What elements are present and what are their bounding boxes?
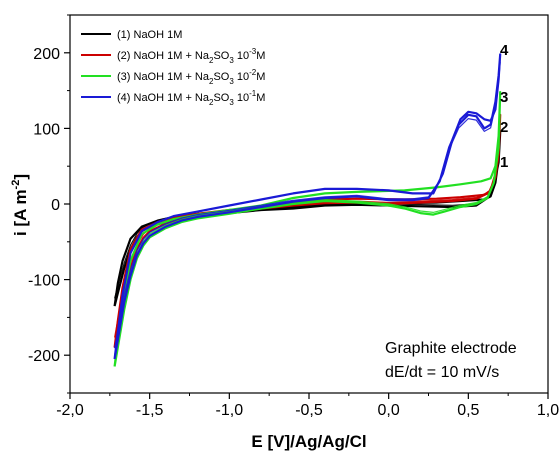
y-tick-label: 100 [33,121,60,138]
x-tick-label: 0,5 [457,402,479,419]
series-2-cycle-repeat [114,118,501,338]
legend-label-1: (1) NaOH 1M [117,29,182,41]
curves-layer [113,53,502,367]
x-tick-label: 1,0 [537,402,559,419]
legend-label-4: (4) NaOH 1M + Na2SO3 10-1M [117,89,265,107]
series-3-cycle [113,91,502,367]
x-tick-label: -1,5 [136,402,164,419]
series-2-cycle [113,113,502,348]
curve-labels: 1 2 3 4 [500,42,509,171]
x-tick-label: 0,0 [378,402,400,419]
curve-label-2: 2 [500,119,508,136]
legend: (1) NaOH 1M (2) NaOH 1M + Na2SO3 10-3M (3)… [81,29,265,107]
curve-label-1: 1 [500,154,508,171]
y-tick-label: -200 [28,348,60,365]
annotation-electrode: Graphite electrode [385,340,517,357]
y-axis-title: i [A m-2] [10,174,30,236]
x-tick-label: -1,0 [216,402,244,419]
ticks-layer: -2,0 -1,5 -1,0 -0,5 0,0 0,5 1,0 200 100 0 -100 -200 [28,14,559,419]
curve-label-4: 4 [500,42,509,59]
x-tick-label: -0,5 [295,402,323,419]
x-tick-label: -2,0 [56,402,84,419]
x-axis-title: E [V]/Ag/Ag/Cl [251,432,366,451]
curve-label-3: 3 [500,89,508,106]
y-tick-label: 200 [33,46,60,63]
annotation-scan-rate: dE/dt = 10 mV/s [385,364,499,381]
legend-label-3: (3) NaOH 1M + Na2SO3 10-2M [117,68,265,86]
y-tick-label: 0 [51,197,60,214]
series-4-cycle-repeat [114,61,501,349]
legend-label-2: (2) NaOH 1M + Na2SO3 10-3M [117,47,265,65]
y-tick-label: -100 [28,273,60,290]
